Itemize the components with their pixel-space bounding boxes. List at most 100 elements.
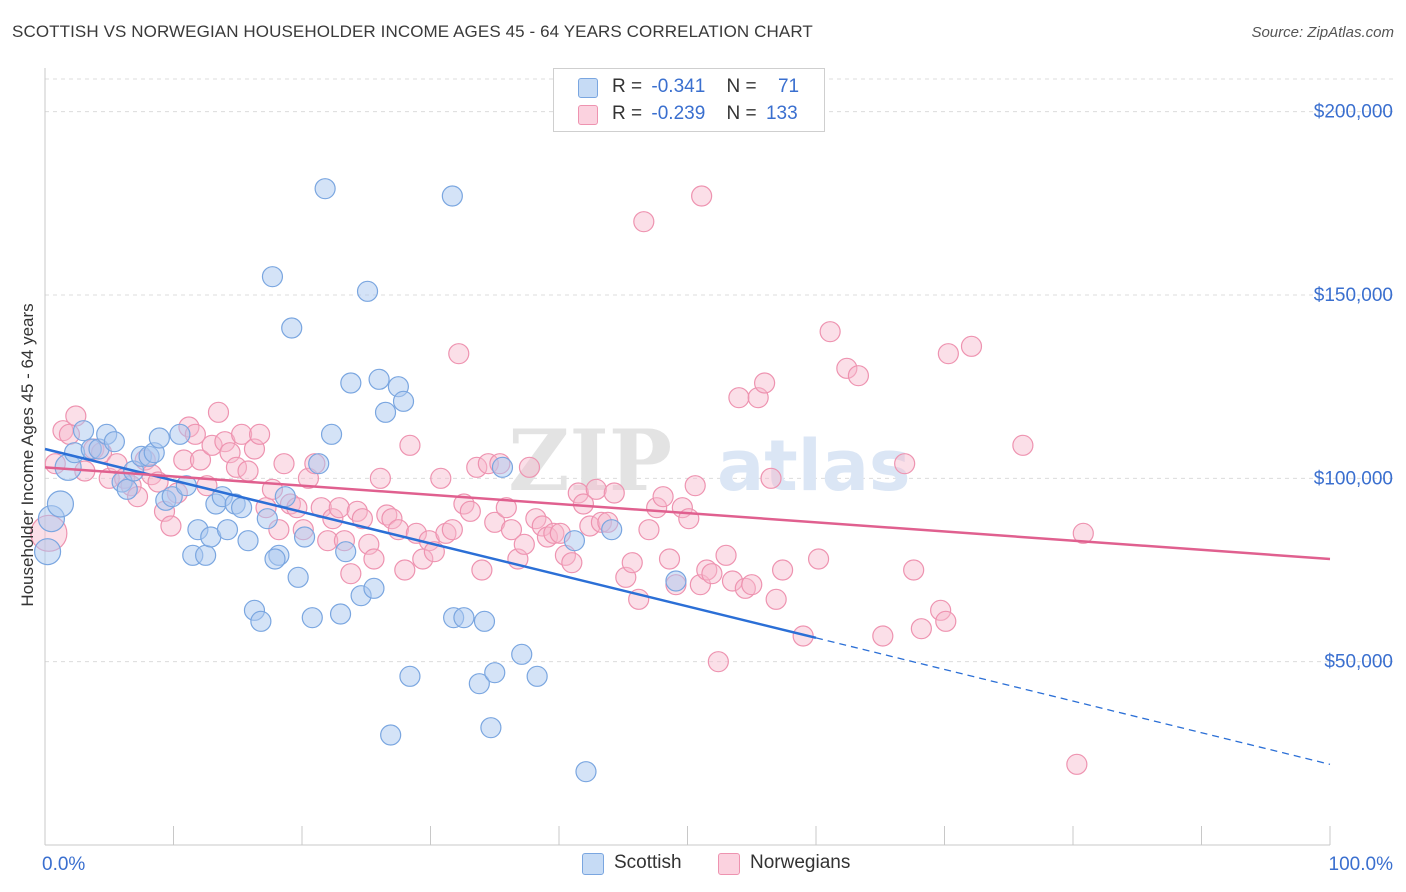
scottish-point — [216, 519, 239, 541]
scottish-point — [46, 490, 75, 518]
norwegian-point — [160, 515, 182, 537]
scottish-point — [526, 665, 548, 687]
norwegian-point — [910, 618, 932, 640]
norwegian-point — [715, 544, 737, 566]
norwegian-point — [872, 625, 894, 647]
norwegian-point — [707, 651, 729, 673]
scottish-point — [511, 643, 533, 665]
norwegian-point — [351, 508, 373, 530]
correlation-legend: R = -0.341 N = 71 R = -0.239 N = 133 — [553, 68, 825, 132]
norwegian-point — [760, 467, 782, 489]
scottish-point — [441, 185, 463, 207]
norwegian-point — [430, 467, 452, 489]
norwegian-point — [658, 548, 681, 570]
scottish-point — [473, 610, 496, 632]
norwegian-point — [435, 522, 457, 544]
y-axis-title: Householder Income Ages 45 - 64 years — [18, 303, 37, 607]
norwegian-point — [1072, 522, 1094, 544]
norwegian-point — [741, 574, 763, 596]
norwegian-point — [173, 449, 195, 471]
scottish-point — [308, 453, 330, 475]
norwegian-point — [466, 456, 488, 478]
norwegian-point — [734, 577, 756, 599]
watermark-zip: ZIP — [508, 411, 672, 510]
scottish-point — [148, 427, 170, 449]
y-tick-label: $150,000 — [1314, 285, 1393, 306]
scottish-point — [329, 603, 352, 625]
scottish-point — [287, 566, 309, 588]
norwegian-point — [807, 548, 830, 570]
trend-lines — [44, 447, 1331, 765]
norwegian-point — [903, 559, 925, 581]
norwegian-point — [603, 482, 625, 504]
n-label: N = — [726, 76, 757, 97]
scottish-point — [363, 577, 385, 599]
n-value: 133 — [765, 103, 798, 124]
tick-labels: $50,000 $100,000 $150,000 $200,000 0.0% 100.0… — [42, 102, 1393, 875]
norwegian-point — [495, 497, 517, 519]
norwegian-point — [369, 467, 391, 489]
norwegian-point — [543, 522, 565, 544]
norwegian-point — [819, 321, 841, 343]
norwegian-point — [207, 401, 230, 423]
r-value: -0.239 — [651, 103, 706, 124]
norwegian-trend-line — [44, 466, 1331, 561]
norwegian-point — [638, 519, 660, 541]
scottish-legend-label: Scottish — [614, 852, 682, 873]
r-label: R = — [612, 103, 643, 124]
scottish-point — [601, 519, 623, 541]
norwegian-point — [394, 559, 416, 581]
x-tick-label-start: 0.0% — [42, 854, 85, 875]
norwegian-point — [567, 482, 589, 504]
norwegian-legend-swatch — [718, 853, 740, 875]
norwegian-point — [561, 552, 583, 574]
scottish-point — [169, 423, 191, 445]
norwegian-point — [1012, 434, 1034, 456]
legend-text-scottish: R = -0.341 N = 71 — [612, 76, 799, 98]
norwegian-point — [621, 552, 643, 574]
scottish-point — [320, 423, 343, 445]
scottish-point — [374, 401, 397, 423]
norwegian-point — [536, 526, 559, 548]
scottish-point — [250, 610, 272, 632]
scottish-point — [293, 526, 316, 548]
norwegian-point — [317, 530, 339, 552]
norwegian-point — [701, 563, 723, 585]
scottish-point — [231, 497, 253, 519]
norwegian-point — [585, 478, 607, 500]
scottish-point — [237, 530, 259, 552]
norwegian-point — [765, 588, 787, 610]
norwegian-point — [518, 456, 541, 478]
norwegian-point — [471, 559, 493, 581]
norwegian-point — [728, 387, 750, 409]
norwegian-point — [646, 497, 668, 519]
n-value: 71 — [777, 76, 800, 97]
norwegian-point — [930, 599, 952, 621]
legend-text-norwegians: R = -0.239 N = 133 — [612, 103, 798, 125]
scottish-point — [314, 178, 336, 200]
norwegian-point — [579, 515, 601, 537]
norwegian-point — [633, 211, 655, 233]
norwegian-point — [500, 519, 523, 541]
scottish-point — [274, 486, 296, 508]
r-label: R = — [612, 76, 643, 97]
scottish-point — [484, 662, 506, 684]
norwegian-point — [448, 343, 470, 365]
norwegian-point — [937, 343, 959, 365]
y-tick-label: $100,000 — [1314, 468, 1393, 489]
scottish-trend-line — [44, 447, 817, 640]
scottish-point — [380, 724, 402, 746]
scottish-point — [264, 548, 286, 570]
source-label: Source: ZipAtlas.com — [1251, 24, 1394, 41]
watermark-atlas: atlas — [717, 425, 911, 507]
scottish-point — [33, 538, 62, 566]
norwegian-point — [248, 423, 271, 445]
norwegian-point — [231, 423, 253, 445]
norwegian-point — [836, 357, 858, 379]
norwegian-point — [847, 365, 870, 387]
norwegian-point — [935, 610, 957, 632]
y-tick-label: $50,000 — [1324, 652, 1393, 673]
scottish-legend-swatch — [582, 853, 604, 875]
scottish-point — [563, 530, 586, 552]
scottish-point — [468, 673, 490, 695]
